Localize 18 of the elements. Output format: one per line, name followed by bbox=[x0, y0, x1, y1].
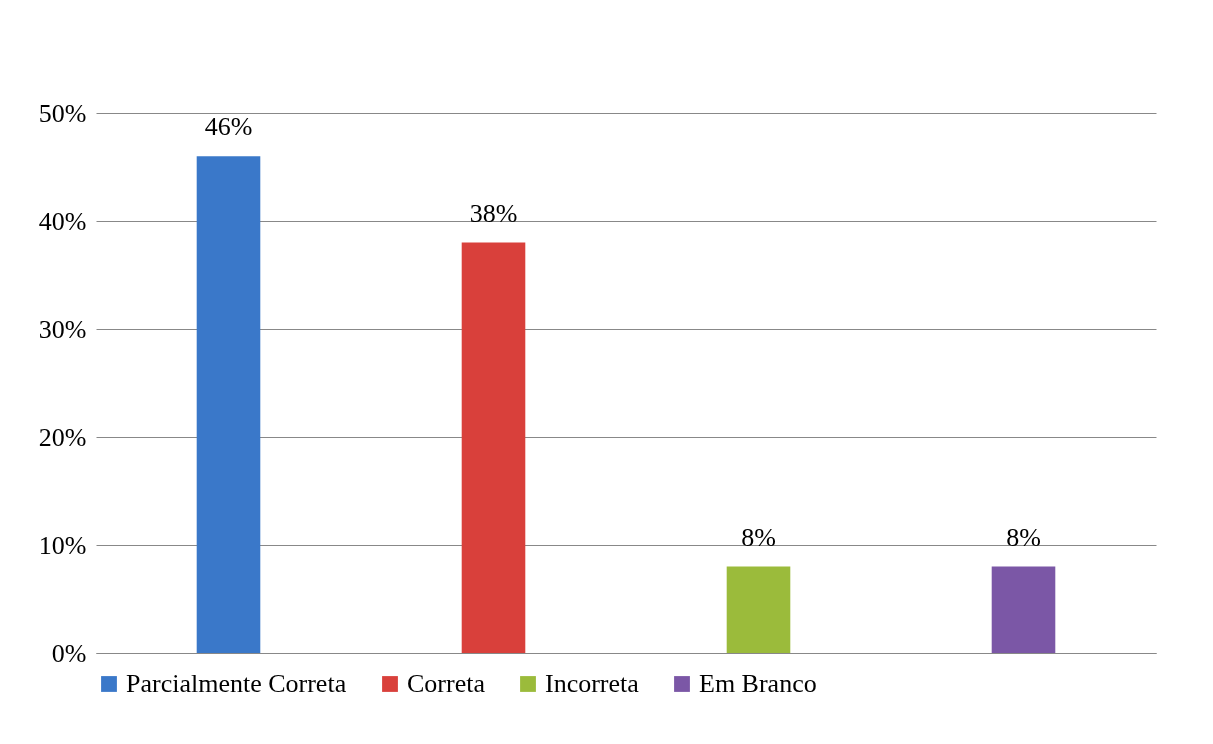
y-tick-label: 20% bbox=[38, 422, 87, 452]
y-tick-label: 0% bbox=[51, 638, 87, 668]
data-label: 8% bbox=[1006, 522, 1041, 552]
y-tick-label: 30% bbox=[38, 314, 87, 344]
legend-label: Incorreta bbox=[545, 669, 640, 698]
data-label: 38% bbox=[469, 198, 518, 228]
bar bbox=[726, 566, 791, 653]
legend-label: Parcialmente Correta bbox=[126, 669, 347, 698]
data-label: 8% bbox=[741, 522, 776, 552]
legend-label: Correta bbox=[407, 669, 486, 698]
bar bbox=[461, 242, 526, 653]
legend-label: Em Branco bbox=[699, 669, 817, 698]
bar bbox=[196, 156, 261, 653]
y-tick-label: 10% bbox=[38, 530, 87, 560]
bar bbox=[991, 566, 1056, 653]
data-label: 46% bbox=[204, 112, 253, 142]
y-tick-label: 40% bbox=[38, 206, 87, 236]
y-tick-label: 50% bbox=[38, 98, 87, 128]
